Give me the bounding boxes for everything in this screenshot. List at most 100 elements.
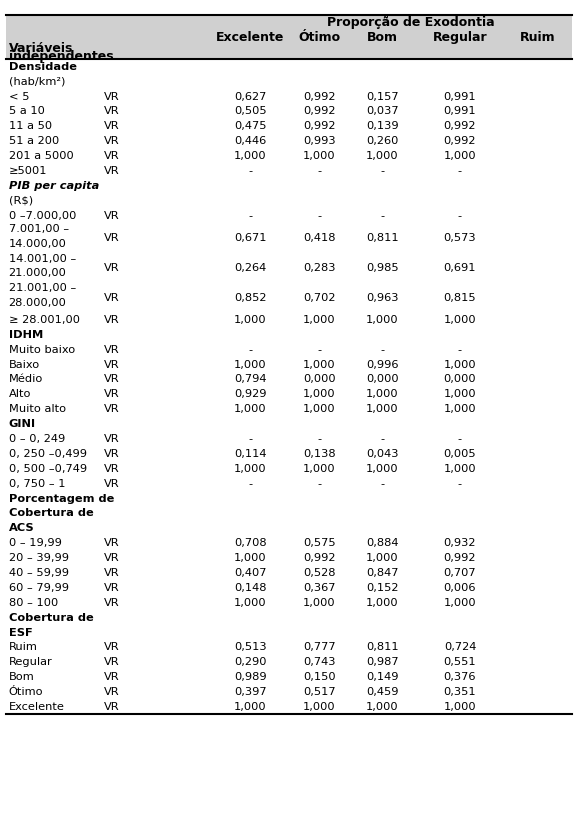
Text: VR: VR (104, 434, 120, 444)
Text: VR: VR (104, 121, 120, 132)
Text: Alto: Alto (9, 389, 31, 399)
Text: 1,000: 1,000 (444, 315, 476, 325)
Text: 0,993: 0,993 (303, 137, 335, 146)
Text: 0,513: 0,513 (234, 642, 266, 653)
Text: VR: VR (104, 375, 120, 384)
Text: -: - (458, 166, 462, 176)
Text: 1,000: 1,000 (234, 598, 266, 608)
Text: 1,000: 1,000 (366, 389, 398, 399)
Text: 1,000: 1,000 (444, 598, 476, 608)
Text: 0, 500 –0,749: 0, 500 –0,749 (9, 464, 87, 474)
Text: VR: VR (104, 702, 120, 712)
Text: VR: VR (104, 583, 120, 593)
Text: 1,000: 1,000 (303, 598, 335, 608)
Text: Muito baixo: Muito baixo (9, 344, 75, 355)
Text: 1,000: 1,000 (234, 702, 266, 712)
Text: (R$): (R$) (9, 196, 33, 206)
Text: 1,000: 1,000 (303, 360, 335, 370)
Text: 7.001,00 –: 7.001,00 – (9, 224, 69, 234)
Text: 0,290: 0,290 (234, 658, 266, 667)
Text: GINI: GINI (9, 419, 36, 429)
Text: 0,815: 0,815 (444, 293, 476, 303)
Text: 0,996: 0,996 (366, 360, 398, 370)
Text: 0,985: 0,985 (366, 263, 398, 273)
Text: -: - (248, 211, 252, 221)
Text: 51 a 200: 51 a 200 (9, 137, 59, 146)
Text: Baixo: Baixo (9, 360, 40, 370)
Text: Excelente: Excelente (216, 31, 284, 44)
Text: < 5: < 5 (9, 92, 29, 101)
Text: -: - (248, 344, 252, 355)
Text: 0,708: 0,708 (234, 538, 266, 548)
Text: 0,777: 0,777 (303, 642, 335, 653)
Text: 0,932: 0,932 (444, 538, 476, 548)
Text: Porcentagem de: Porcentagem de (9, 493, 114, 504)
Text: -: - (380, 479, 385, 488)
Text: 1,000: 1,000 (303, 315, 335, 325)
Text: VR: VR (104, 211, 120, 221)
Text: 40 – 59,99: 40 – 59,99 (9, 568, 68, 578)
Text: -: - (317, 211, 321, 221)
Text: 0,283: 0,283 (303, 263, 335, 273)
Text: Regular: Regular (433, 31, 488, 44)
Text: 201 a 5000: 201 a 5000 (9, 151, 74, 161)
Text: 1,000: 1,000 (234, 315, 266, 325)
Text: 0, 250 –0,499: 0, 250 –0,499 (9, 449, 87, 459)
Text: 0,000: 0,000 (303, 375, 335, 384)
Text: 0,152: 0,152 (366, 583, 398, 593)
Text: 1,000: 1,000 (366, 151, 398, 161)
Text: 0,992: 0,992 (303, 121, 335, 132)
Text: 0,992: 0,992 (303, 106, 335, 116)
Text: VR: VR (104, 389, 120, 399)
Text: 1,000: 1,000 (444, 389, 476, 399)
Text: VR: VR (104, 137, 120, 146)
Text: -: - (317, 344, 321, 355)
Text: 0,157: 0,157 (366, 92, 398, 101)
Text: 0,929: 0,929 (234, 389, 266, 399)
Text: Ruim: Ruim (520, 31, 555, 44)
Text: 0,407: 0,407 (234, 568, 266, 578)
Text: 1,000: 1,000 (303, 389, 335, 399)
Text: 21.000,00: 21.000,00 (9, 268, 67, 278)
Text: 0,000: 0,000 (444, 375, 476, 384)
Text: 0,264: 0,264 (234, 263, 266, 273)
Text: 1,000: 1,000 (234, 464, 266, 474)
Text: VR: VR (104, 151, 120, 161)
Text: Proporção de Exodontia: Proporção de Exodontia (327, 16, 495, 29)
Text: ≥5001: ≥5001 (9, 166, 47, 176)
Text: -: - (317, 166, 321, 176)
Text: 0,627: 0,627 (234, 92, 266, 101)
Text: 1,000: 1,000 (234, 404, 266, 414)
Text: PIB per capita: PIB per capita (9, 181, 99, 191)
Text: 1,000: 1,000 (303, 404, 335, 414)
Text: Médio: Médio (9, 375, 43, 384)
Text: 0,992: 0,992 (444, 121, 476, 132)
Text: 0,150: 0,150 (303, 672, 335, 682)
Text: 0,992: 0,992 (444, 137, 476, 146)
Text: (hab/km²): (hab/km²) (9, 77, 65, 87)
Text: -: - (380, 211, 385, 221)
Text: -: - (380, 166, 385, 176)
Text: VR: VR (104, 672, 120, 682)
Text: 0,138: 0,138 (303, 449, 335, 459)
Text: 0,794: 0,794 (234, 375, 266, 384)
Text: 0,671: 0,671 (234, 233, 266, 243)
Text: 0,114: 0,114 (234, 449, 266, 459)
Text: -: - (248, 166, 252, 176)
Text: 0,991: 0,991 (444, 92, 476, 101)
Text: -: - (248, 479, 252, 488)
Text: 0,991: 0,991 (444, 106, 476, 116)
Text: VR: VR (104, 263, 120, 273)
Text: 1,000: 1,000 (444, 404, 476, 414)
Text: 0,139: 0,139 (366, 121, 398, 132)
Text: 0,992: 0,992 (303, 92, 335, 101)
Text: 0,992: 0,992 (444, 553, 476, 563)
Text: -: - (458, 211, 462, 221)
Text: VR: VR (104, 449, 120, 459)
Text: 0,037: 0,037 (366, 106, 398, 116)
Text: 1,000: 1,000 (444, 360, 476, 370)
Text: VR: VR (104, 598, 120, 608)
Text: VR: VR (104, 553, 120, 563)
Text: 0 –7.000,00: 0 –7.000,00 (9, 211, 76, 221)
Text: 0,475: 0,475 (234, 121, 266, 132)
